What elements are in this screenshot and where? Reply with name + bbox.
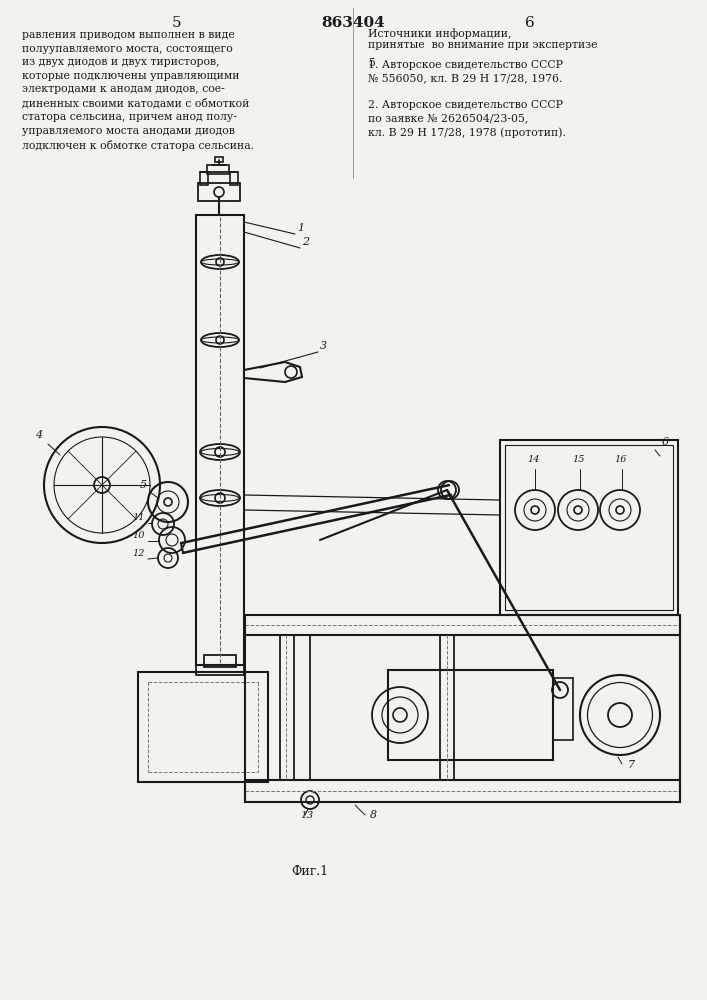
Bar [230, 172, 238, 185]
Text: 1. Авторское свидетельство СССР
№ 556050, кл. В 29 Н 17/28, 1976.: 1. Авторское свидетельство СССР № 556050… [368, 60, 563, 84]
Text: 5: 5 [368, 58, 375, 68]
Text: равления приводом выполнен в виде
полуупавляемого моста, состоящего
из двух диод: равления приводом выполнен в виде полууп… [22, 30, 254, 151]
Bar [200, 172, 208, 185]
Text: 863404: 863404 [321, 16, 385, 30]
Text: 7: 7 [628, 760, 635, 770]
Text: 2: 2 [302, 237, 309, 247]
Text: 3: 3 [320, 341, 327, 351]
Bar [280, 635, 294, 780]
Bar [204, 655, 236, 667]
Text: 13: 13 [300, 811, 313, 820]
Text: 15: 15 [572, 455, 585, 464]
Text: Фиг.1: Фиг.1 [291, 865, 329, 878]
Text: 6: 6 [525, 16, 535, 30]
Bar [196, 665, 244, 675]
Text: 11: 11 [132, 513, 144, 522]
Text: 5: 5 [140, 480, 147, 490]
Text: Источники информации,: Источники информации, [368, 28, 511, 39]
Bar [553, 678, 573, 740]
Bar [198, 183, 240, 201]
Bar [245, 780, 680, 802]
Bar [138, 672, 268, 782]
Bar [500, 440, 678, 615]
Text: 2. Авторское свидетельство СССР
по заявке № 2626504/23-05,
кл. В 29 Н 17/28, 197: 2. Авторское свидетельство СССР по заявк… [368, 100, 566, 138]
Bar [207, 165, 229, 174]
Bar [245, 615, 680, 635]
Text: 16: 16 [614, 455, 626, 464]
Bar [440, 635, 454, 780]
Text: 4: 4 [35, 430, 42, 440]
Text: 1: 1 [297, 223, 304, 233]
Text: 12: 12 [132, 549, 144, 558]
Text: 14: 14 [527, 455, 539, 464]
Text: принятые  во внимание при экспертизе: принятые во внимание при экспертизе [368, 40, 597, 50]
Text: 8: 8 [370, 810, 377, 820]
Bar [196, 215, 244, 665]
Text: 10: 10 [132, 531, 144, 540]
Text: 5: 5 [173, 16, 182, 30]
Bar [388, 670, 553, 760]
Bar [215, 157, 223, 162]
Bar [505, 445, 673, 610]
Text: 6: 6 [662, 437, 669, 447]
